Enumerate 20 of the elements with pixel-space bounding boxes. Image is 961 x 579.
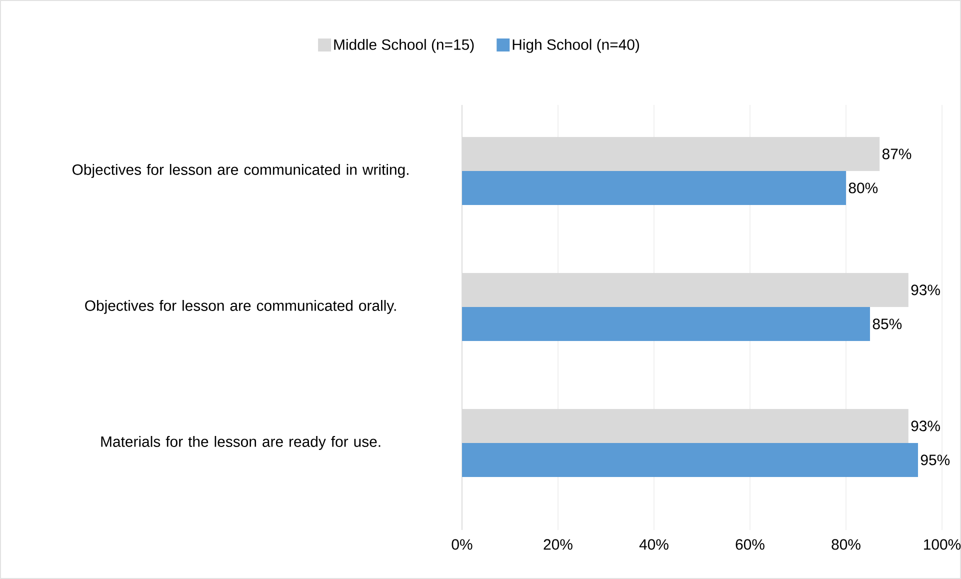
x-tick-label: 100% <box>924 539 961 550</box>
bar <box>462 306 870 341</box>
data-label: 93% <box>911 420 940 432</box>
data-label: 80% <box>848 182 878 194</box>
y-tick-label: Objectives for lesson are communicated in writing. <box>72 164 408 178</box>
data-label: 85% <box>872 318 902 330</box>
x-tick-label: 60% <box>736 539 764 550</box>
data-label: 95% <box>920 454 950 466</box>
x-tick-label: 40% <box>639 539 668 550</box>
data-label: 93% <box>911 284 940 296</box>
x-tick-label: 0% <box>452 539 472 550</box>
x-tick-label: 20% <box>544 539 572 550</box>
y-tick-label: Objectives for lesson are communicated orally. <box>85 300 396 314</box>
legend-label: Middle School (n=15) <box>334 38 474 53</box>
data-label: 87% <box>882 148 912 160</box>
y-tick-label: Materials for the lesson are ready for use. <box>101 436 380 450</box>
x-tick-label: 80% <box>832 539 860 550</box>
bar <box>462 170 846 205</box>
bar <box>462 442 918 477</box>
legend-label: High School (n=40) <box>512 38 640 53</box>
